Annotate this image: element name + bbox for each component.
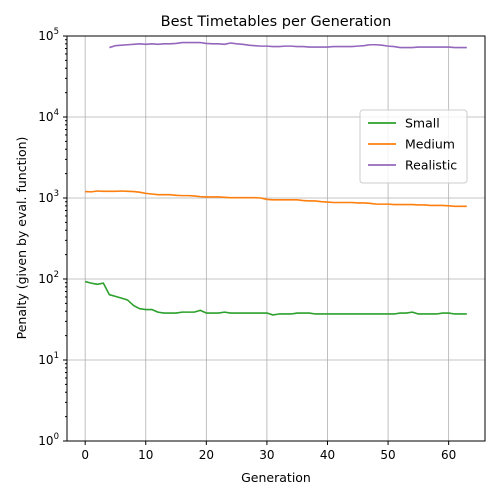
chart-title: Best Timetables per Generation	[161, 14, 392, 30]
axes: 0 10 20 30 40 50 60 100 101 102 103 104 105	[38, 27, 486, 462]
legend: Small Medium Realistic	[359, 109, 468, 184]
x-tick-label: 30	[259, 448, 274, 462]
y-tick-label: 101	[38, 351, 59, 367]
x-axis-label: Generation	[241, 470, 311, 485]
y-axis-label: Penalty (given by eval. function)	[14, 137, 29, 340]
legend-label-medium: Medium	[405, 137, 455, 152]
x-tick-label: 20	[199, 448, 214, 462]
x-tick-label: 60	[441, 448, 456, 462]
y-tick-label: 104	[38, 108, 59, 124]
series-line-realistic	[109, 41, 467, 49]
series-line-small	[84, 280, 467, 316]
y-tick-label: 103	[38, 189, 59, 205]
legend-label-small: Small	[405, 116, 440, 131]
x-tick-label: 10	[138, 448, 153, 462]
y-tick-label: 102	[38, 270, 59, 286]
x-tick-label: 50	[380, 448, 395, 462]
x-tick-label: 0	[81, 448, 89, 462]
x-tick-label: 40	[320, 448, 335, 462]
plot-frame	[66, 35, 486, 442]
series-lines	[84, 41, 467, 316]
y-tick-label: 100	[38, 432, 59, 448]
legend-label-realistic: Realistic	[405, 158, 457, 173]
y-tick-label: 105	[38, 27, 59, 43]
series-line-medium	[85, 190, 467, 208]
